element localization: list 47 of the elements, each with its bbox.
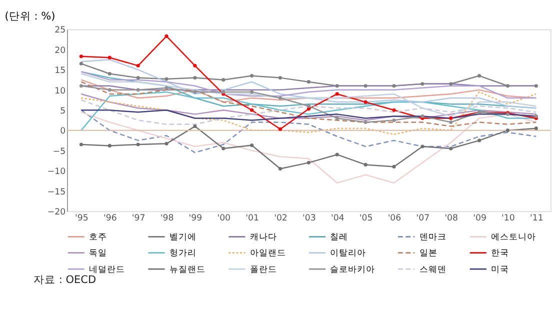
legend-label: 슬로바키아 bbox=[330, 264, 376, 275]
legend-label: 폴란드 bbox=[250, 264, 277, 275]
y-tick-label: −20 bbox=[47, 208, 66, 218]
legend-label: 미국 bbox=[491, 264, 510, 275]
x-tick-label: '06 bbox=[388, 213, 402, 224]
y-tick-label: 0 bbox=[60, 126, 66, 137]
legend-label: 이탈리아 bbox=[330, 248, 366, 259]
y-tick-label: 10 bbox=[54, 86, 66, 96]
legend-label: 칠레 bbox=[330, 232, 348, 243]
legend-label: 독일 bbox=[89, 248, 108, 259]
x-tick-label: '99 bbox=[188, 213, 202, 224]
x-tick-label: '04 bbox=[330, 213, 344, 224]
y-tick-label: −10 bbox=[47, 167, 66, 178]
x-tick-label: '02 bbox=[274, 213, 288, 224]
legend-label: 호주 bbox=[89, 232, 108, 243]
legend-label: 헝가리 bbox=[169, 248, 196, 259]
legend-label: 아일랜드 bbox=[250, 248, 286, 259]
y-tick-label: −15 bbox=[47, 187, 66, 198]
legend-label: 뉴질랜드 bbox=[169, 264, 206, 275]
legend-label: 한국 bbox=[491, 248, 510, 259]
y-tick-label: 5 bbox=[60, 106, 66, 116]
legend-label: 캐나다 bbox=[250, 232, 277, 243]
legend-label: 네덜란드 bbox=[89, 264, 126, 275]
legend-label: 덴마크 bbox=[419, 232, 446, 243]
y-tick-label: 20 bbox=[54, 46, 66, 56]
x-tick-label: '07 bbox=[416, 213, 430, 224]
y-tick-label: 25 bbox=[54, 26, 66, 36]
y-tick-label: −5 bbox=[52, 146, 66, 157]
legend-label: 일본 bbox=[419, 248, 438, 259]
y-tick-label: 15 bbox=[54, 66, 66, 76]
text: 자료 : OECD bbox=[34, 274, 96, 286]
legend-label: 에스토니아 bbox=[491, 232, 536, 243]
x-tick-label: '01 bbox=[246, 213, 259, 224]
x-tick-label: '98 bbox=[160, 213, 174, 224]
legend-label: 스웨덴 bbox=[419, 264, 446, 275]
x-tick-label: '00 bbox=[217, 213, 231, 224]
x-tick-label: '96 bbox=[103, 213, 117, 224]
x-tick-label: '11 bbox=[530, 213, 544, 224]
x-tick-label: '08 bbox=[444, 213, 458, 224]
x-tick-label: '03 bbox=[302, 213, 316, 224]
x-tick-label: '10 bbox=[502, 213, 515, 224]
x-tick-label: '97 bbox=[132, 213, 146, 224]
x-tick-label: '09 bbox=[473, 213, 486, 224]
x-tick-label: '95 bbox=[75, 213, 88, 224]
legend-label: 벨기에 bbox=[169, 232, 196, 243]
x-tick-label: '05 bbox=[359, 213, 373, 224]
chart-title: (단위 : %) bbox=[4, 10, 56, 23]
